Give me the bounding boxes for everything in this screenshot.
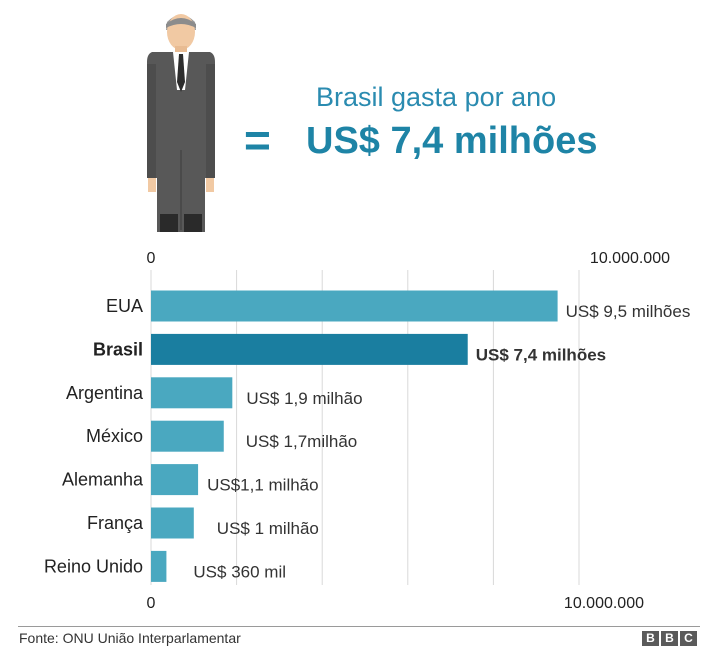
- x-tick-label: 0: [147, 595, 156, 612]
- bar: [151, 333, 468, 365]
- bar: [151, 507, 194, 539]
- footer-divider: [18, 626, 700, 627]
- data-label: US$ 1,9 milhão: [246, 389, 362, 408]
- bbc-logo-letter: B: [642, 631, 659, 646]
- bar: [151, 420, 224, 452]
- category-label: França: [87, 513, 144, 533]
- category-label: Brasil: [93, 339, 143, 359]
- data-label: US$ 9,5 milhões: [566, 302, 691, 321]
- category-label: Reino Unido: [44, 556, 143, 576]
- category-label: Alemanha: [62, 470, 144, 490]
- header-amount: US$ 7,4 milhões: [306, 120, 598, 162]
- data-label: US$ 7,4 milhões: [476, 345, 606, 364]
- source-note: Fonte: ONU União Interparlamentar: [19, 630, 241, 646]
- data-label: US$1,1 milhão: [207, 476, 319, 495]
- bbc-logo-letter: C: [680, 631, 697, 646]
- data-label: US$ 1 milhão: [217, 519, 319, 538]
- x-tick-label: 10.000.000: [590, 250, 670, 267]
- category-label: México: [86, 426, 143, 446]
- category-label: EUA: [106, 296, 143, 316]
- data-label: US$ 360 mil: [193, 562, 286, 581]
- bar: [151, 464, 199, 496]
- equals-sign: =: [244, 114, 271, 166]
- bar: [151, 550, 167, 582]
- bar: [151, 290, 558, 322]
- data-label: US$ 1,7milhão: [246, 432, 358, 451]
- x-tick-label: 10.000.000: [564, 595, 644, 612]
- bar: [151, 377, 233, 409]
- bbc-logo-letter: B: [661, 631, 678, 646]
- category-label: Argentina: [66, 383, 144, 403]
- bbc-logo: B B C: [642, 631, 697, 646]
- header-title: Brasil gasta por ano: [316, 82, 557, 112]
- x-tick-label: 0: [147, 250, 156, 267]
